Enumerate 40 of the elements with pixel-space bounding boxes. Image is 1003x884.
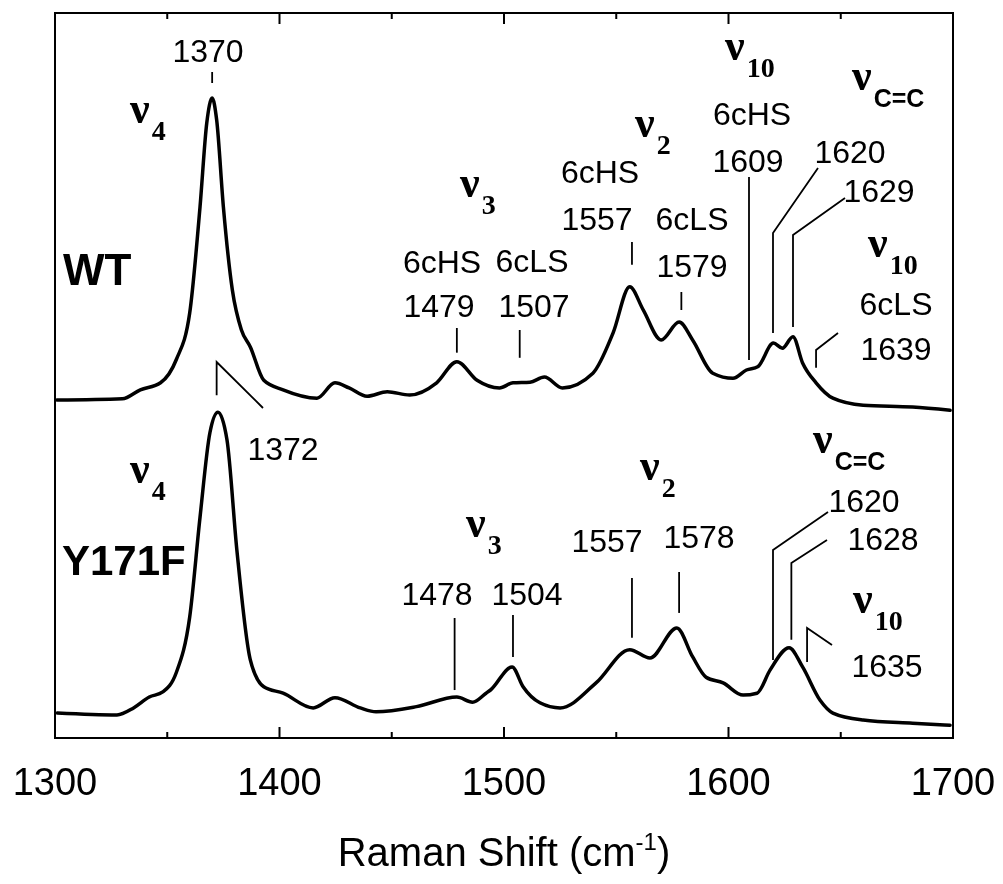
annotation: 1635 (851, 648, 923, 684)
text: ν$_{10}$ (724, 21, 775, 83)
x-tick-label: 1600 (686, 761, 771, 803)
annotation: 1479 (403, 288, 475, 324)
annotation: 6cHS (402, 244, 482, 280)
annotation: 6cLS (859, 286, 933, 322)
annotation: 1620 (828, 483, 900, 519)
x-tick-label: 1500 (461, 761, 547, 803)
annotation: ν$_{C=C}$ (812, 414, 886, 475)
annotation: ν$_{C=C}$ (851, 51, 925, 112)
annotation: 1557 (571, 523, 643, 559)
series-label: WT (63, 245, 132, 294)
annotation: 1557 (561, 201, 633, 237)
annotation: 6cHS (712, 96, 792, 132)
annotation: 1629 (843, 173, 915, 209)
annotation: ν$_{3}$ (465, 498, 502, 560)
annotation: 1639 (860, 331, 932, 367)
x-tick-label: 1300 (12, 761, 98, 803)
annotation: 6cLS (655, 201, 729, 237)
annotation: 1609 (712, 143, 784, 179)
annotation: 6cLS (495, 243, 569, 279)
annotation: ν$_{4}$ (129, 84, 166, 146)
annotation: ν$_{10}$ (852, 574, 903, 636)
annotation: ν$_{10}$ (867, 218, 918, 280)
annotation: ν$_{2}$ (639, 441, 676, 503)
annotation: 1478 (401, 576, 473, 612)
annotation: 1578 (663, 519, 735, 555)
annotation: ν$_{3}$ (459, 158, 496, 220)
x-axis-title: Raman Shift (cm$^{-1}$) (337, 828, 671, 874)
annotation: 1507 (498, 288, 570, 324)
annotation: 1628 (847, 521, 919, 557)
x-tick-label: 1400 (237, 761, 322, 803)
series-label: Y171F (62, 537, 186, 584)
annotation: ν$_{4}$ (129, 444, 166, 506)
annotation: 1370 (172, 33, 244, 69)
annotation: 1504 (491, 576, 563, 612)
annotation: 1372 (247, 431, 319, 467)
x-tick-label: 1700 (910, 761, 996, 803)
annotation: 1579 (656, 248, 728, 284)
annotation: 1620 (814, 134, 886, 170)
